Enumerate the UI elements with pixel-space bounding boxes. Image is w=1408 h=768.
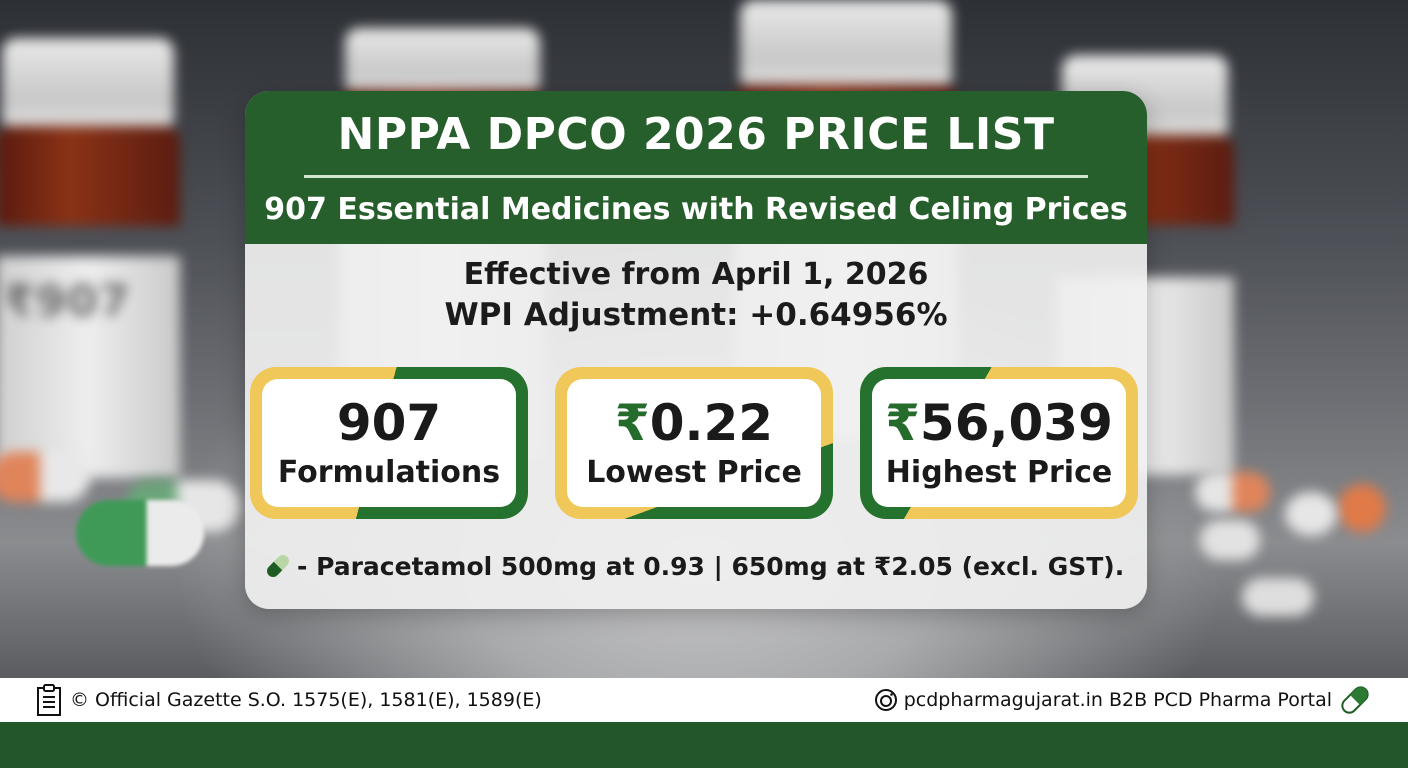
price-list-card: NPPA DPCO 2026 PRICE LIST 907 Essential … (245, 91, 1147, 609)
stats-row: 907 Formulations ₹0.22 Lowest Price ₹56,… (250, 367, 1142, 519)
page-subtitle: 907 Essential Medicines with Revised Cel… (264, 192, 1128, 227)
card-header: NPPA DPCO 2026 PRICE LIST 907 Essential … (245, 91, 1147, 244)
capsule-white-orange (1195, 472, 1270, 512)
clipboard-icon (37, 684, 61, 716)
capsule-icon (267, 555, 289, 577)
header-divider (304, 175, 1088, 178)
stat-value: 907 (336, 394, 442, 452)
rupee-symbol: ₹ (614, 394, 650, 452)
tablet-white (1285, 492, 1337, 536)
capsule-orange-white (0, 452, 90, 502)
bottle-label: ₹907 (4, 276, 131, 327)
tablet-white-flat (1242, 578, 1314, 616)
rupee-symbol: ₹ (885, 394, 920, 452)
effective-info: Effective from April 1, 2026 WPI Adjustm… (245, 256, 1147, 336)
note-text: - Paracetamol 500mg at 0.93 | 650mg at ₹… (297, 551, 1125, 581)
medicine-bottle-left: ₹907 (0, 38, 180, 478)
stat-label: Lowest Price (586, 455, 802, 490)
paracetamol-note: - Paracetamol 500mg at 0.93 | 650mg at ₹… (263, 551, 1124, 581)
effective-date: Effective from April 1, 2026 (463, 257, 929, 292)
tablet-orange (1338, 484, 1386, 532)
portal-link[interactable]: pcdpharmagujarat.in B2B PCD Pharma Porta… (903, 689, 1332, 711)
footer-strip: © Official Gazette S.O. 1575(E), 1581(E)… (0, 678, 1408, 722)
stat-value: 0.22 (649, 394, 774, 452)
stat-card-lowest-price: ₹0.22 Lowest Price (555, 367, 833, 519)
stat-card-formulations: 907 Formulations (250, 367, 528, 519)
stat-card-highest-price: ₹56,039 Highest Price (860, 367, 1138, 519)
tablet-white-flat-2 (1200, 520, 1260, 560)
gazette-text: © Official Gazette S.O. 1575(E), 1581(E)… (70, 689, 542, 711)
wpi-adjustment: WPI Adjustment: +0.64956% (444, 297, 948, 333)
capsule-icon (1341, 686, 1369, 714)
stat-label: Formulations (277, 455, 501, 490)
footer-bar (0, 722, 1408, 768)
portal-credit: pcdpharmagujarat.in B2B PCD Pharma Porta… (868, 683, 1378, 717)
stat-value: 56,039 (919, 394, 1113, 452)
capsule-green-white-front (76, 500, 204, 566)
page-title: NPPA DPCO 2026 PRICE LIST (337, 109, 1055, 160)
gazette-reference: © Official Gazette S.O. 1575(E), 1581(E)… (36, 683, 542, 717)
instagram-icon[interactable] (874, 688, 898, 712)
stat-label: Highest Price (885, 455, 1113, 490)
